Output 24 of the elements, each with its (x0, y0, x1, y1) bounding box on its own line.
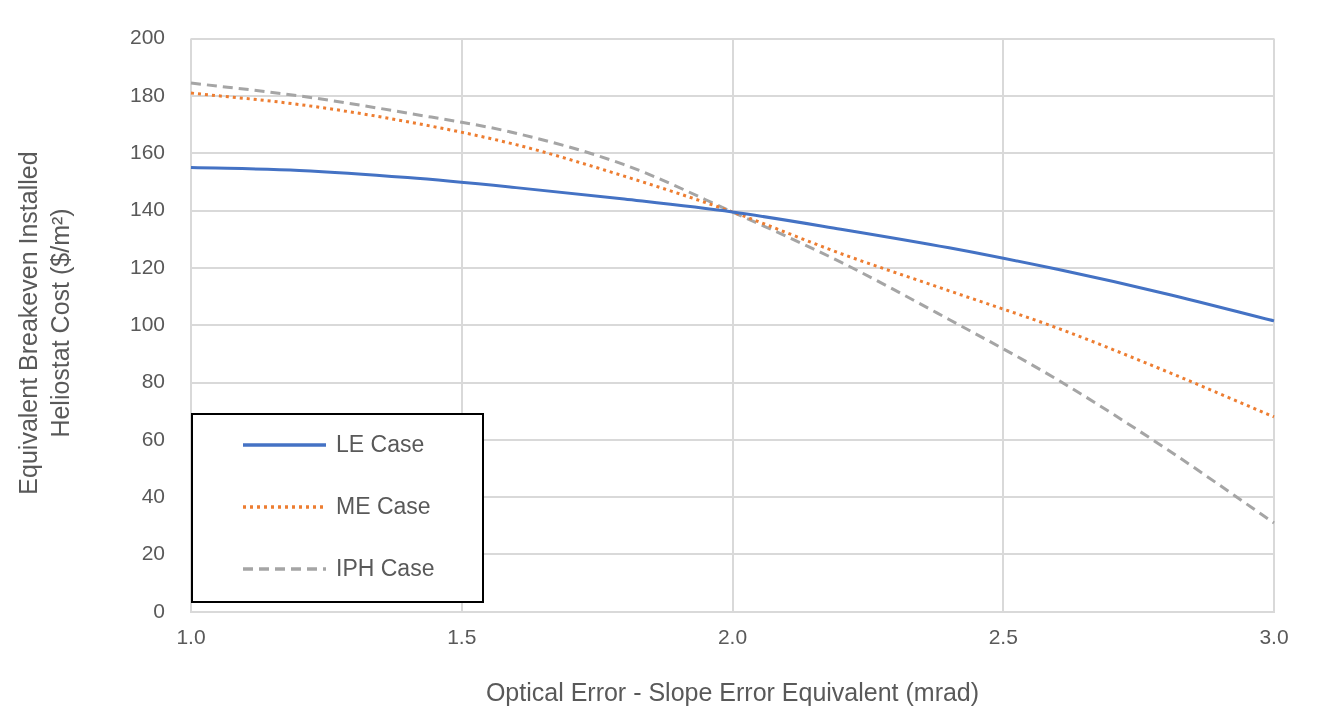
y-tick-label: 160 (129, 140, 165, 164)
legend-label: ME Case (336, 493, 431, 520)
x-tick-label: 1.0 (176, 625, 206, 649)
legend-label: IPH Case (336, 555, 435, 582)
x-tick-label: 2.5 (988, 625, 1018, 649)
x-axis-title: Optical Error - Slope Error Equivalent (mrad) (485, 677, 980, 706)
line-series (189, 81, 1276, 525)
y-tick-label: 100 (129, 312, 165, 335)
line-series (189, 91, 1276, 419)
y-tick-label: 180 (129, 82, 165, 106)
y-tick-label: 80 (141, 369, 165, 393)
y-tick-label: 140 (129, 197, 165, 221)
x-tick-label: 3.0 (1259, 625, 1289, 649)
x-tick-label: 2.0 (717, 625, 748, 649)
y-tick-label: 40 (141, 483, 165, 507)
y-tick-label: 0 (153, 598, 165, 622)
y-tick-label: 20 (141, 541, 165, 565)
y-axis-title: Equivalent Breakeven Installed Heliostat Cost ($/m²) (13, 150, 75, 497)
legend-label: LE Case (336, 431, 425, 458)
y-tick-label: 200 (129, 25, 165, 49)
y-tick-label: 120 (129, 254, 165, 278)
y-tick-label: 60 (141, 426, 165, 450)
x-tick-label: 1.5 (447, 625, 477, 649)
line-series (189, 166, 1276, 323)
